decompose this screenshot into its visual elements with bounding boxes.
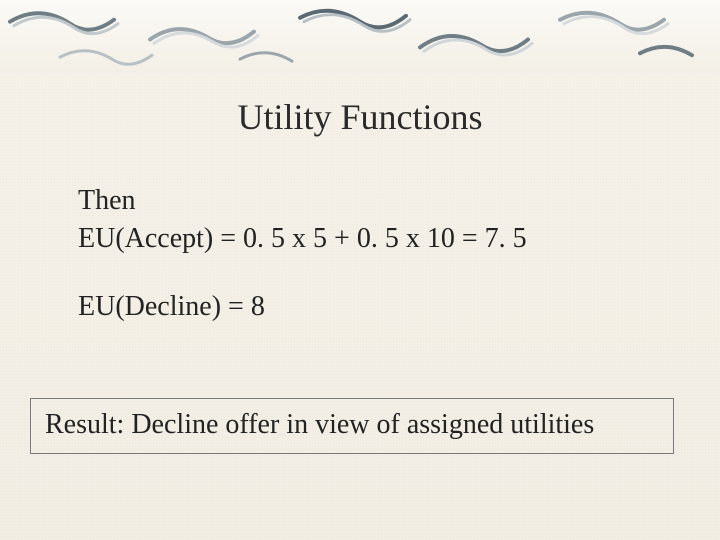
result-box: Result: Decline offer in view of assigne…	[30, 398, 674, 454]
line-eu-accept: EU(Accept) = 0. 5 x 5 + 0. 5 x 10 = 7. 5	[78, 220, 680, 258]
line-eu-decline: EU(Decline) = 8	[78, 288, 680, 326]
slide-content: Utility Functions Then EU(Accept) = 0. 5…	[0, 0, 720, 540]
line-then: Then	[78, 182, 680, 220]
result-text: Result: Decline offer in view of assigne…	[45, 409, 659, 441]
body-block: Then EU(Accept) = 0. 5 x 5 + 0. 5 x 10 =…	[0, 182, 720, 325]
slide-title: Utility Functions	[0, 96, 720, 138]
